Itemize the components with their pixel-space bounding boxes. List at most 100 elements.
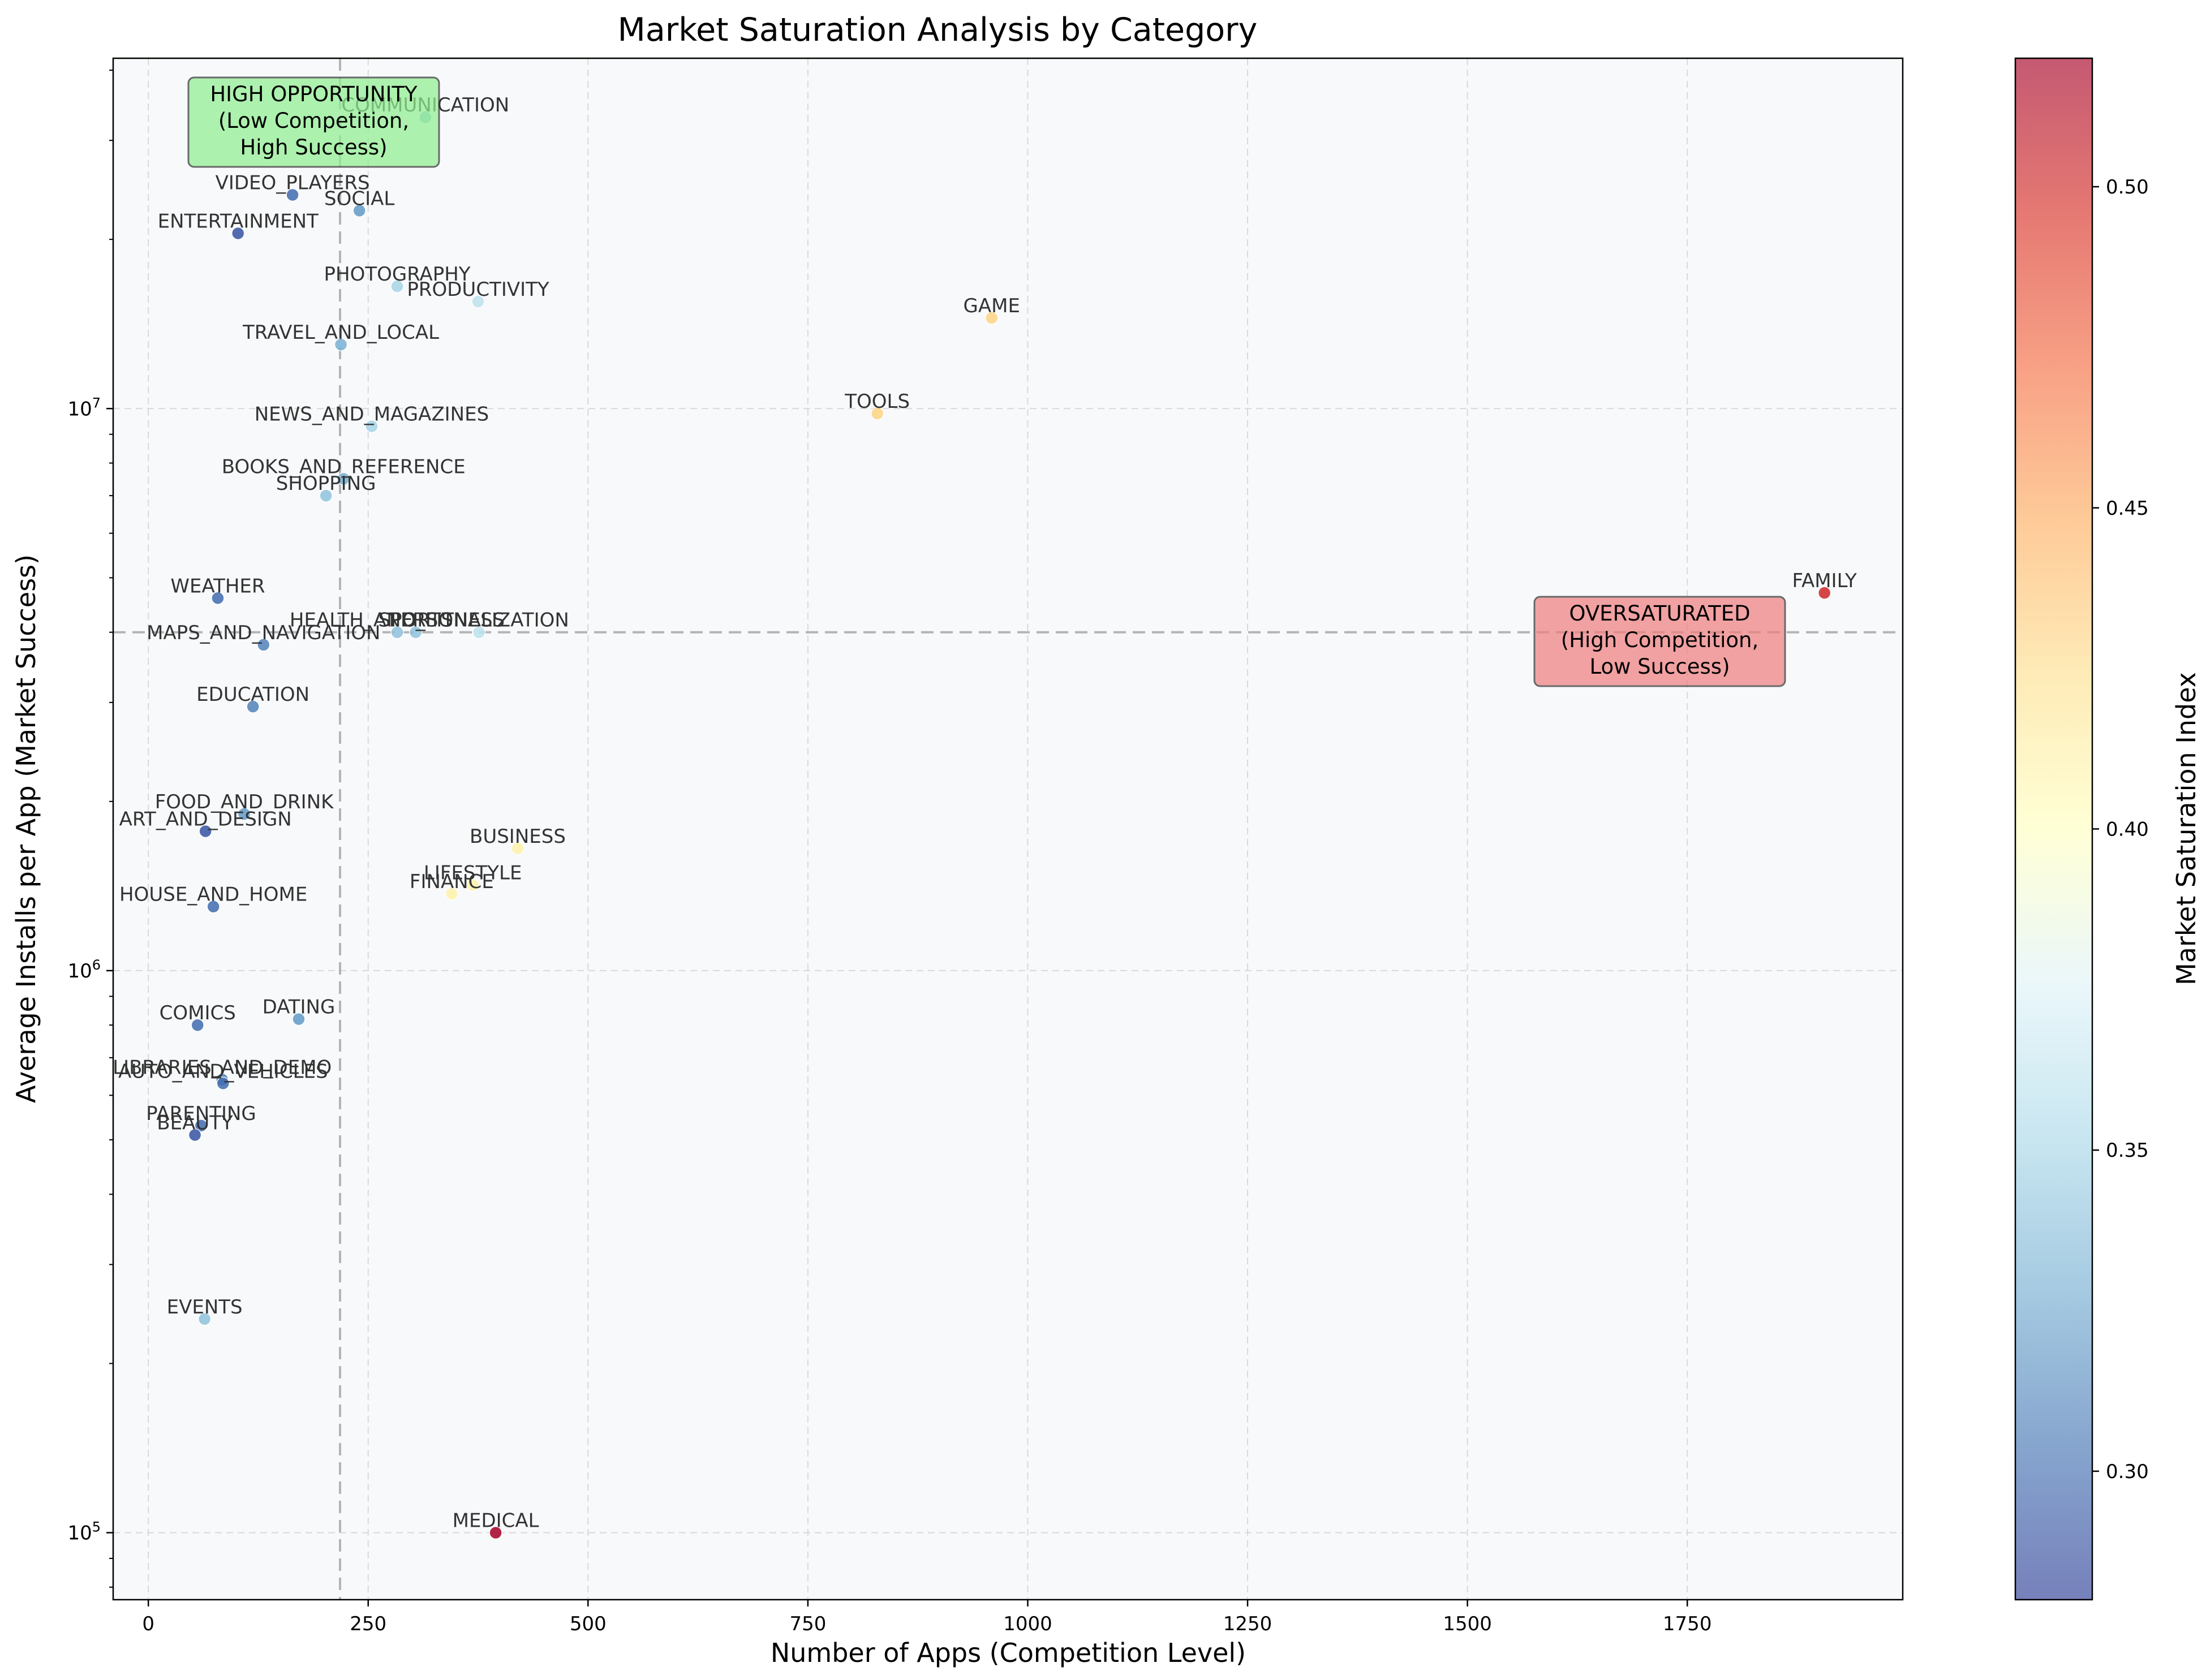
data-label-weather: WEATHER: [170, 575, 265, 597]
data-point-beauty: [188, 1128, 202, 1142]
plot-frame: [112, 57, 1904, 1601]
data-label-business: BUSINESS: [470, 825, 566, 848]
data-point-personalization: [472, 625, 486, 639]
data-label-auto_and_vehicles: AUTO_AND_VEHICLES: [118, 1060, 328, 1083]
annotation-text-line: (Low Competition,: [218, 109, 409, 133]
x-tick-label: 0: [142, 1613, 154, 1635]
y-tick-exponent: 7: [92, 395, 101, 411]
data-point-food_and_drink: [237, 807, 251, 821]
annotation-text-line: High Success): [240, 135, 387, 160]
data-point-social: [352, 204, 366, 218]
data-label-house_and_home: HOUSE_AND_HOME: [119, 884, 307, 906]
data-point-family: [1817, 586, 1831, 600]
colorbar-tick-label: 0.45: [2106, 497, 2149, 520]
data-label-lifestyle: LIFESTYLE: [424, 862, 522, 885]
data-point-parenting: [194, 1119, 208, 1132]
x-tick-label: 1250: [1223, 1613, 1272, 1635]
data-point-finance: [445, 887, 459, 901]
data-label-news_and_magazines: NEWS_AND_MAGAZINES: [255, 403, 489, 426]
colorbar-tick-label: 0.30: [2106, 1461, 2149, 1483]
annotation-box: [187, 76, 440, 168]
annotation-boxes: HIGH OPPORTUNITY (Low Competition,High Su…: [187, 76, 1786, 687]
chart-title: Market Saturation Analysis by Category: [618, 11, 1258, 49]
x-tick-label: 250: [350, 1613, 386, 1635]
data-point-travel_and_local: [334, 338, 348, 351]
data-point-books_and_reference: [337, 472, 350, 486]
data-label-education: EDUCATION: [196, 683, 309, 706]
data-label-events: EVENTS: [167, 1296, 243, 1319]
data-label-books_and_reference: BOOKS_AND_REFERENCE: [222, 455, 466, 478]
data-label-family: FAMILY: [1792, 570, 1857, 592]
x-tick-label: 1500: [1443, 1613, 1492, 1635]
x-axis-ticks: 0 250 500 750 1000 1250 1500 1750: [142, 1600, 1712, 1635]
colorbar-label: Market Saturation Index: [2171, 672, 2201, 985]
annotation-text-line: HIGH OPPORTUNITY: [210, 82, 418, 106]
annotation-text-line: Low Success): [1590, 654, 1730, 679]
data-label-libraries_and_demo: LIBRARIES_AND_DEMO: [113, 1057, 332, 1079]
data-point-game: [984, 311, 999, 325]
data-point-comics: [191, 1018, 204, 1032]
data-point-medical: [489, 1526, 502, 1540]
data-label-maps_and_navigation: MAPS_AND_NAVIGATION: [147, 622, 380, 644]
x-axis-label: Number of Apps (Competition Level): [771, 1638, 1246, 1668]
data-point-lifestyle: [466, 878, 480, 892]
data-point-tools: [870, 407, 884, 420]
data-label-beauty: BEAUTY: [157, 1112, 233, 1134]
data-point-art_and_design: [199, 824, 212, 838]
data-label-food_and_drink: FOOD_AND_DRINK: [155, 791, 334, 813]
data-point-maps_and_navigation: [257, 638, 270, 652]
data-label-photography: PHOTOGRAPHY: [324, 263, 471, 286]
data-point-productivity: [471, 295, 485, 308]
data-label-video_players: VIDEO_PLAYERS: [216, 171, 370, 194]
colorbar-ticks: 0.30 0.35 0.40 0.45 0.50: [2092, 176, 2149, 1483]
data-label-tools: TOOLS: [844, 390, 910, 413]
data-label-comics: COMICS: [160, 1002, 236, 1024]
annotation-text-line: OVERSATURATED: [1569, 601, 1750, 626]
data-point-video_players: [286, 188, 299, 202]
data-label-game: GAME: [964, 295, 1020, 317]
colorbar-tick-label: 0.40: [2106, 819, 2149, 841]
x-tick-label: 500: [570, 1613, 607, 1635]
data-point-health_and_fitness: [390, 625, 404, 639]
data-label-sports: SPORTS: [378, 609, 453, 632]
colorbar-tick-label: 0.35: [2106, 1139, 2149, 1162]
data-label-productivity: PRODUCTIVITY: [407, 278, 549, 301]
annotation-text-line: (High Competition,: [1561, 628, 1758, 652]
y-axis-label: Average Installs per App (Market Success…: [11, 554, 41, 1103]
colorbar-tick-label: 0.50: [2106, 176, 2149, 199]
grid-lines: [113, 58, 1903, 1600]
data-label-health_and_fitness: HEALTH_AND_FITNESS: [290, 609, 505, 632]
y-tick-exponent: 5: [92, 1519, 101, 1535]
data-label-art_and_design: ART_AND_DESIGN: [119, 808, 292, 831]
data-point-shopping: [319, 489, 333, 502]
x-tick-label: 1000: [1003, 1613, 1052, 1635]
x-tick-label: 750: [789, 1613, 826, 1635]
x-tick-label: 1750: [1663, 1613, 1712, 1635]
data-point-news_and_magazines: [365, 419, 379, 433]
data-point-business: [511, 842, 524, 855]
colorbar: [2015, 58, 2092, 1600]
data-label-personalization: PERSONALIZATION: [389, 609, 569, 632]
data-point-auto_and_vehicles: [216, 1076, 230, 1091]
data-point-events: [197, 1312, 212, 1326]
data-label-travel_and_local: TRAVEL_AND_LOCAL: [242, 321, 439, 344]
data-point-photography: [390, 279, 404, 293]
data-point-education: [246, 700, 260, 713]
data-label-shopping: SHOPPING: [276, 472, 376, 495]
data-label-social: SOCIAL: [324, 187, 394, 210]
data-label-medical: MEDICAL: [453, 1510, 539, 1532]
data-point-labels: COMMUNICATIONVIDEO_PLAYERSSOCIALENTERTAI…: [113, 94, 1857, 1532]
data-point-entertainment: [231, 226, 245, 240]
data-label-finance: FINANCE: [410, 871, 494, 893]
oversaturated-annotation: OVERSATURATED(High Competition,Low Succe…: [1533, 596, 1786, 687]
y-tick-label: 107: [67, 395, 101, 420]
high-opportunity-annotation: HIGH OPPORTUNITY (Low Competition,High Su…: [187, 76, 440, 168]
data-point-weather: [211, 591, 225, 605]
data-point-sports: [408, 625, 423, 639]
y-tick-exponent: 6: [92, 957, 101, 973]
data-label-dating: DATING: [263, 996, 336, 1019]
data-point-house_and_home: [207, 899, 220, 914]
data-point-dating: [292, 1012, 306, 1026]
plot-area: [113, 58, 1903, 1600]
